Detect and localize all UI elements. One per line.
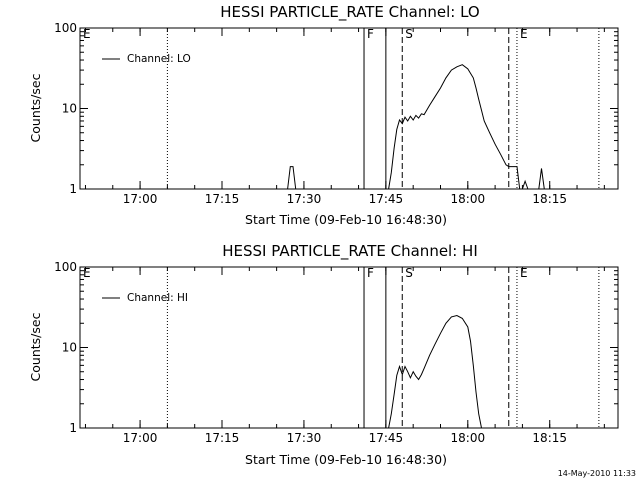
- series-line-lo-seg-0: [287, 166, 297, 190]
- x-axis-label-hi: Start Time (09-Feb-10 16:48:30): [245, 452, 447, 467]
- marker-label-lo: S: [405, 27, 413, 41]
- legend-label-hi: Channel: HI: [127, 292, 188, 304]
- legend-label-lo: Channel: LO: [127, 53, 191, 65]
- y-tick-label-lo: 1: [69, 182, 77, 196]
- axis-ticks-hi: 17:00 17:15 17:30 17:45 18:00 18:15 1 10 100: [54, 260, 618, 445]
- series-hi: [388, 314, 482, 429]
- x-tick-label-lo: 18:15: [532, 192, 567, 206]
- x-tick-label-lo: 17:30: [287, 192, 322, 206]
- marker-label-lo: E: [520, 27, 528, 41]
- chart-title-lo: HESSI PARTICLE_RATE Channel: LO: [220, 3, 479, 22]
- y-tick-label-hi: 10: [62, 341, 77, 355]
- marker-label-lo: E: [83, 27, 91, 41]
- x-tick-label-hi: 17:45: [369, 431, 404, 445]
- marker-label-hi: S: [405, 266, 413, 280]
- x-tick-label-hi: 18:15: [532, 431, 567, 445]
- series-line-lo-seg-1: [388, 64, 521, 190]
- series-line-lo-seg-3: [538, 168, 545, 190]
- marker-label-hi: F: [367, 266, 374, 280]
- panel-lo: HESSI PARTICLE_RATE Channel: LO Counts/s…: [28, 3, 619, 227]
- x-tick-label-hi: 17:15: [205, 431, 240, 445]
- y-tick-label-hi: 1: [69, 421, 77, 435]
- x-tick-label-hi: 18:00: [451, 431, 486, 445]
- y-axis-label-hi: Counts/sec: [28, 312, 43, 381]
- x-axis-label-lo: Start Time (09-Feb-10 16:48:30): [245, 212, 447, 227]
- axis-ticks-lo: 17:00 17:15 17:30 17:45 18:00 18:15 1 10 100: [54, 21, 618, 206]
- series-line-hi-seg-0: [388, 314, 482, 429]
- footer-date: 14-May-2010 11:33: [558, 469, 636, 478]
- marker-label-lo: F: [367, 27, 374, 41]
- x-tick-label-lo: 17:00: [123, 192, 158, 206]
- x-tick-label-lo: 18:00: [451, 192, 486, 206]
- y-tick-label-hi: 100: [54, 260, 77, 274]
- y-axis-label-lo: Counts/sec: [28, 73, 43, 142]
- marker-label-hi: E: [83, 266, 91, 280]
- panel-hi: HESSI PARTICLE_RATE Channel: HI Counts/s…: [28, 242, 619, 467]
- series-line-lo-seg-2: [521, 179, 529, 190]
- x-tick-label-lo: 17:45: [369, 192, 404, 206]
- marker-label-hi: E: [520, 266, 528, 280]
- x-tick-label-lo: 17:15: [205, 192, 240, 206]
- chart-title-hi: HESSI PARTICLE_RATE Channel: HI: [222, 242, 478, 261]
- x-tick-label-hi: 17:00: [123, 431, 158, 445]
- series-lo: [287, 64, 545, 190]
- y-tick-label-lo: 10: [62, 102, 77, 116]
- x-tick-label-hi: 17:30: [287, 431, 322, 445]
- y-tick-label-lo: 100: [54, 21, 77, 35]
